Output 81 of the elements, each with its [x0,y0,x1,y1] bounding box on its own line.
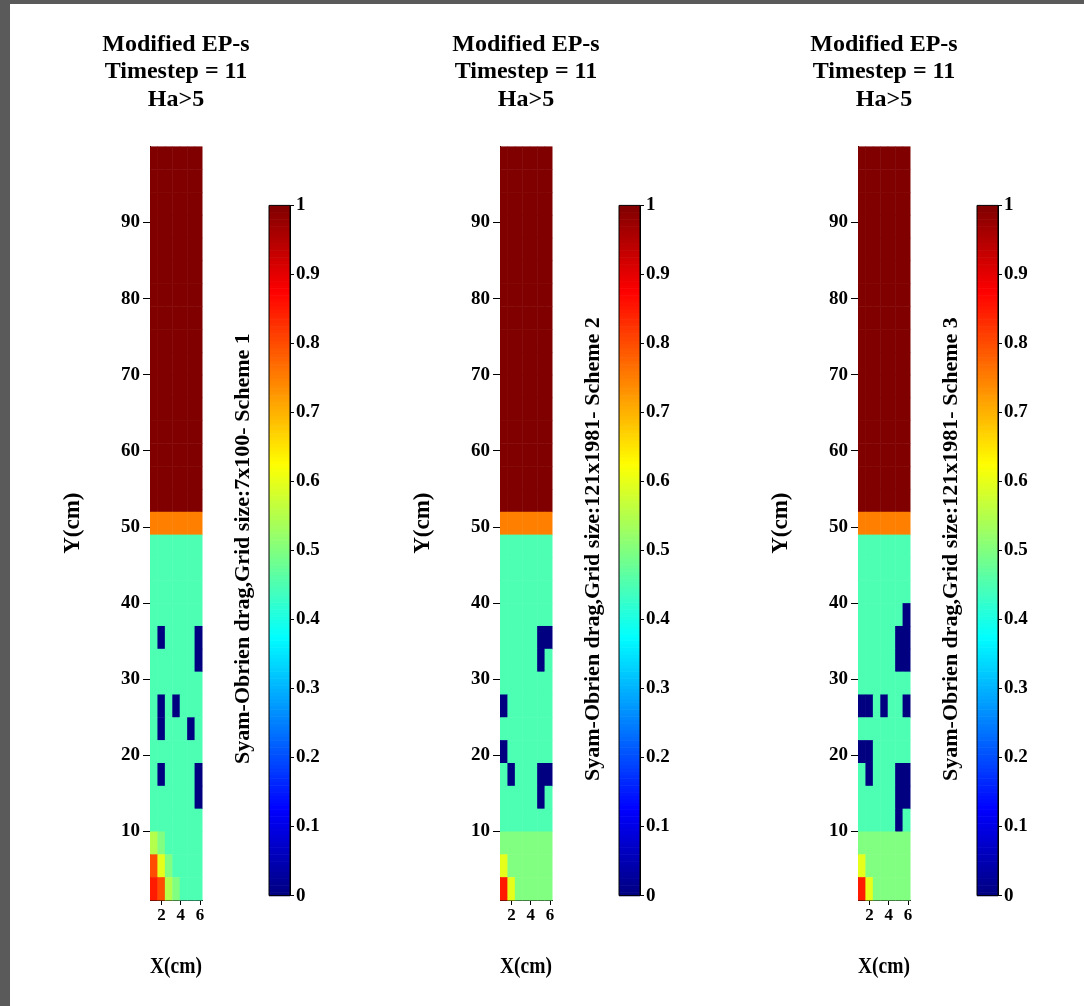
color-bar-label: 0.6 [296,469,320,491]
y-tick-label: 50 [471,514,490,536]
color-bar-label: 0.5 [296,538,320,560]
color-bar-label: 0.7 [1004,400,1029,422]
color-bar-label: 0.7 [646,400,671,422]
color-bar-label: 0.6 [1004,469,1028,491]
x-axis-title: X(cm) [150,952,202,979]
color-bar-label: 0.4 [646,607,671,629]
color-bar-label: 0.8 [296,331,320,353]
chart-title: Modified EP-s Timestep = 11 Ha>5 [451,30,601,113]
color-bar-label: 0.1 [1004,814,1028,836]
color-bar-label: 0.7 [296,400,321,422]
color-bar-label: 0.4 [1004,607,1029,629]
color-bar-label: 0.2 [296,745,320,767]
color-bar-label: 0.8 [646,331,670,353]
y-tick-label: 10 [829,819,848,841]
y-tick-label: 20 [121,743,140,765]
y-tick-label: 10 [471,819,490,841]
color-bar-label: 0.5 [1004,538,1028,560]
y-tick-label: 30 [829,667,848,689]
color-bar-label: 0.6 [646,469,670,491]
color-bar-title: Syam-Obrien drag,Grid size:7x100- Scheme 1 [228,332,255,767]
x-axis-title: X(cm) [858,952,910,979]
color-bar-label: 0.9 [646,262,670,284]
y-tick-label: 30 [471,667,490,689]
color-bar-label: 0.1 [646,814,670,836]
color-bar-title: Syam-Obrien drag,Grid size:121x1981- Scheme 2 [578,316,605,783]
y-tick-label: 50 [829,514,848,536]
x-tick-label: 2 [865,904,874,924]
color-bar-label: 0.4 [296,607,321,629]
color-bar-label: 0.3 [296,676,320,698]
y-tick-label: 70 [471,362,490,384]
y-tick-label: 60 [121,438,140,460]
y-tick-label: 80 [829,286,848,308]
color-bar-label: 0 [646,883,656,905]
color-bar-label: 0.2 [1004,745,1028,767]
color-bar-label: 0.5 [646,538,670,560]
y-tick-label: 30 [121,667,140,689]
chart-title: Modified EP-s Timestep = 11 Ha>5 [101,30,251,113]
color-bar-label: 0.9 [296,262,320,284]
color-bar-label: 0.9 [1004,262,1028,284]
y-tick-label: 60 [829,438,848,460]
y-tick-label: 90 [471,210,490,232]
y-tick-label: 80 [121,286,140,308]
y-tick-label: 50 [121,514,140,536]
x-axis-title: X(cm) [500,952,552,979]
x-tick-label: 2 [157,904,166,924]
x-tick-label: 4 [884,904,894,924]
color-bar-label: 0.8 [1004,331,1028,353]
y-tick-label: 70 [829,362,848,384]
x-tick-label: 6 [195,904,205,924]
x-tick-label: 6 [545,904,555,924]
color-bar-label: 0.1 [296,814,320,836]
x-tick-label: 2 [507,904,516,924]
y-tick-label: 90 [121,210,140,232]
color-bar-label: 1 [296,193,306,215]
color-bar-label: 0 [296,883,306,905]
x-tick-label: 4 [176,904,186,924]
y-axis-title: Y(cm) [766,492,792,554]
color-bar-label: 0.3 [646,676,670,698]
y-tick-label: 20 [471,743,490,765]
color-bar-label: 0.2 [646,745,670,767]
y-tick-label: 70 [121,362,140,384]
color-bar-label: 1 [646,193,656,215]
y-tick-label: 40 [829,591,848,613]
color-bar-label: 1 [1004,193,1014,215]
y-tick-label: 40 [471,591,490,613]
y-tick-label: 40 [121,591,140,613]
y-axis-title: Y(cm) [58,492,84,554]
y-tick-label: 20 [829,743,848,765]
x-tick-label: 4 [526,904,536,924]
y-tick-label: 80 [471,286,490,308]
x-tick-label: 6 [903,904,913,924]
color-bar-label: 0 [1004,883,1014,905]
y-tick-label: 10 [121,819,140,841]
y-axis-title: Y(cm) [408,492,434,554]
color-bar-label: 0.3 [1004,676,1028,698]
y-tick-label: 90 [829,210,848,232]
y-tick-label: 60 [471,438,490,460]
color-bar-title: Syam-Obrien drag,Grid size:121x1981- Scheme 3 [936,316,963,783]
chart-title: Modified EP-s Timestep = 11 Ha>5 [809,30,959,113]
